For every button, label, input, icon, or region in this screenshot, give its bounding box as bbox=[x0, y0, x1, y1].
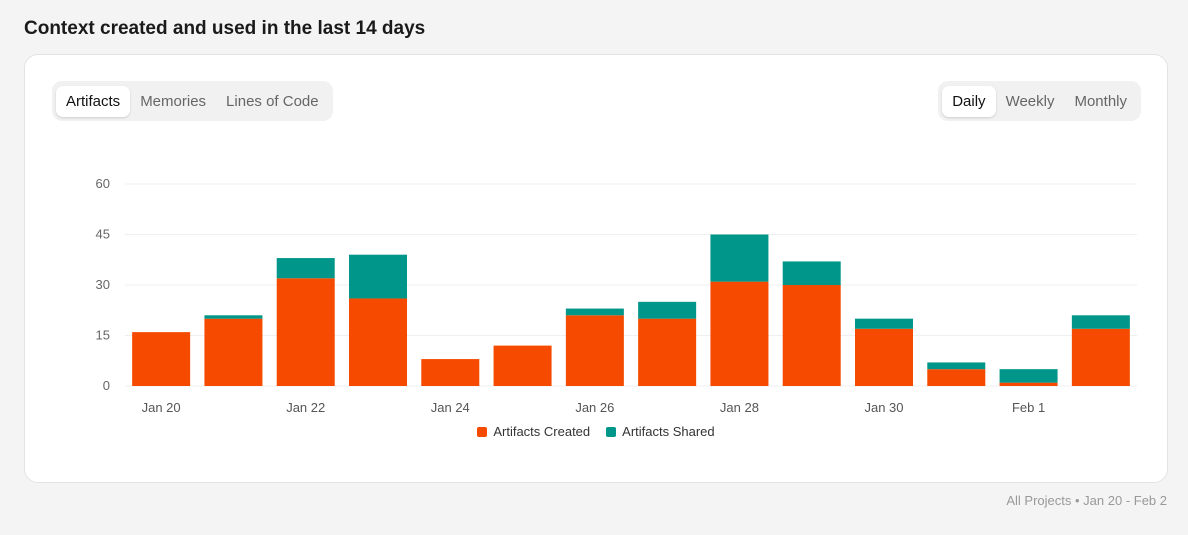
tab-memories[interactable]: Memories bbox=[140, 92, 207, 110]
bar-shared bbox=[927, 362, 986, 370]
legend-label: Artifacts Created bbox=[493, 424, 591, 439]
bar-shared bbox=[349, 254, 407, 299]
legend-item-shared[interactable]: Artifacts Shared bbox=[606, 424, 715, 439]
x-tick-label: Feb 1 bbox=[1012, 400, 1045, 415]
period-tabs: Daily Weekly Monthly bbox=[938, 81, 1141, 121]
tab-daily[interactable]: Daily bbox=[942, 85, 996, 117]
bar-created bbox=[565, 315, 624, 386]
x-tick-label: Jan 20 bbox=[142, 400, 181, 415]
legend-item-created[interactable]: Artifacts Created bbox=[477, 424, 590, 439]
x-tick-label: Jan 30 bbox=[864, 400, 903, 415]
bar-created bbox=[710, 281, 769, 386]
x-tick-label: Jan 26 bbox=[575, 400, 614, 415]
bar-created bbox=[855, 328, 913, 386]
bar-created bbox=[132, 332, 191, 386]
bar-shared bbox=[999, 369, 1058, 383]
x-tick-label: Jan 24 bbox=[431, 400, 470, 415]
bar-created bbox=[349, 298, 407, 386]
bar-created bbox=[493, 345, 552, 386]
bar-created bbox=[276, 278, 335, 386]
bar-shared bbox=[204, 315, 263, 319]
bar-shared bbox=[638, 301, 697, 319]
bar-created bbox=[999, 382, 1058, 386]
bar-shared bbox=[565, 308, 624, 316]
x-tick-label: Jan 22 bbox=[286, 400, 325, 415]
legend-swatch-created bbox=[477, 426, 488, 437]
bar-shared bbox=[1071, 315, 1130, 329]
metric-tabs: Artifacts Memories Lines of Code bbox=[52, 81, 333, 121]
bar-created bbox=[421, 359, 480, 386]
y-tick-label: 0 bbox=[103, 378, 110, 393]
bar-created bbox=[204, 318, 263, 386]
bar-shared bbox=[782, 261, 841, 285]
y-tick-label: 60 bbox=[96, 176, 110, 191]
bar-created bbox=[638, 318, 697, 386]
tab-monthly[interactable]: Monthly bbox=[1074, 92, 1127, 110]
bar-shared bbox=[855, 318, 913, 329]
chart-card: Artifacts Memories Lines of Code Daily W… bbox=[24, 54, 1168, 483]
y-tick-label: 30 bbox=[96, 277, 110, 292]
section-title: Context created and used in the last 14 … bbox=[24, 18, 426, 39]
x-tick-label: Jan 28 bbox=[720, 400, 759, 415]
bar-chart: 0 15 30 45 60 Jan 20 Jan 22 Jan 24 Jan 26 Jan 28 J… bbox=[96, 176, 1137, 415]
y-tick-label: 15 bbox=[96, 328, 110, 343]
tab-weekly[interactable]: Weekly bbox=[1005, 92, 1055, 110]
bar-created bbox=[927, 369, 986, 386]
bar-shared bbox=[710, 234, 769, 282]
footer-caption: All Projects • Jan 20 - Feb 2 bbox=[1006, 493, 1167, 508]
bar-shared bbox=[276, 258, 335, 279]
bar-created bbox=[1071, 328, 1130, 386]
legend-swatch-shared bbox=[606, 426, 617, 437]
legend-label: Artifacts Shared bbox=[622, 424, 715, 439]
tab-lines-of-code[interactable]: Lines of Code bbox=[226, 92, 319, 110]
legend: Artifacts Created Artifacts Shared bbox=[25, 424, 1167, 439]
bar-created bbox=[782, 285, 841, 386]
y-tick-label: 45 bbox=[96, 227, 110, 242]
tab-artifacts[interactable]: Artifacts bbox=[56, 85, 131, 117]
